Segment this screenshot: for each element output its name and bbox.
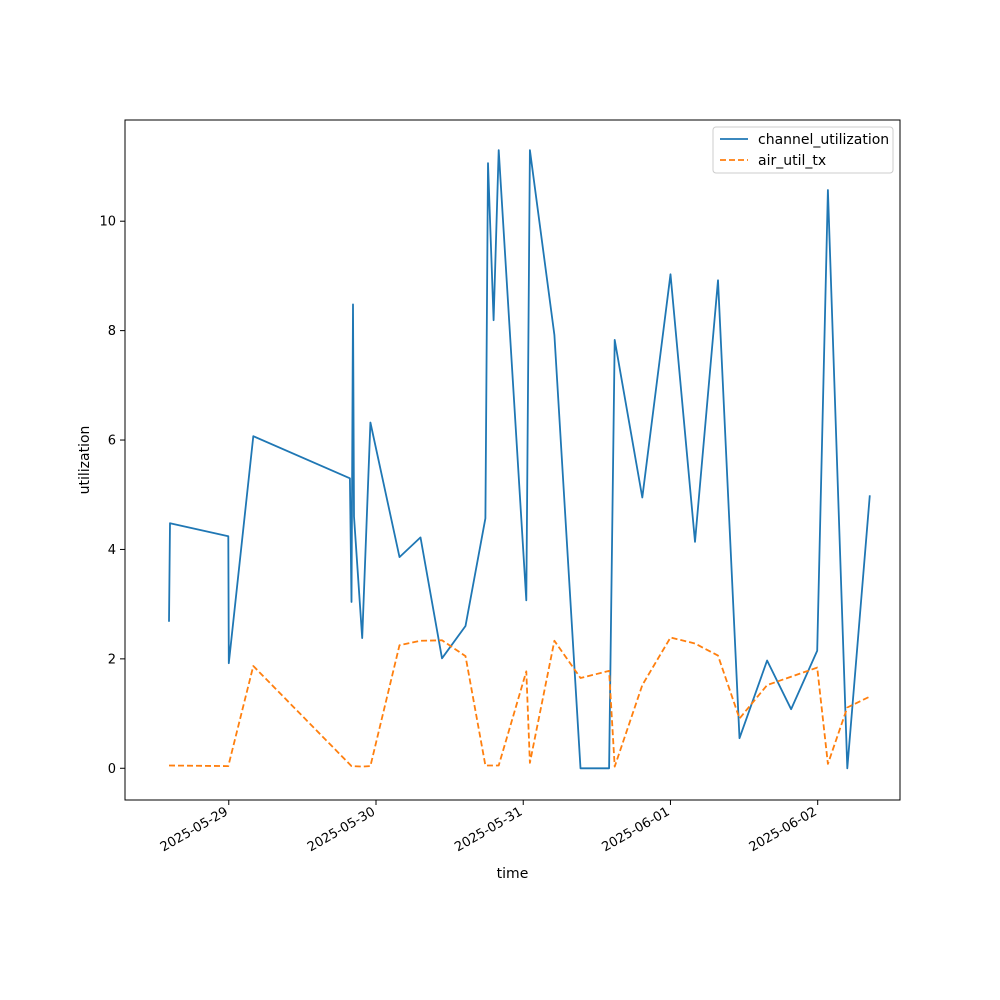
y-tick-label: 2: [108, 652, 116, 667]
y-tick-label: 10: [99, 215, 116, 230]
y-tick-label: 6: [108, 434, 116, 449]
legend-box: [712, 126, 894, 174]
legend-label-channel-utilization: channel_utilization: [758, 132, 889, 148]
y-axis: 0 2 4 6 8 10: [99, 215, 125, 777]
series-layer: [168, 149, 871, 770]
y-tick-label: 0: [108, 762, 116, 777]
y-tick-label: 4: [108, 543, 116, 558]
plot-area-frame: [124, 119, 901, 801]
legend: channel_utilization air_util_tx: [712, 126, 894, 174]
legend-label-air-util-tx: air_util_tx: [758, 153, 826, 169]
y-axis-label: utilization: [77, 426, 93, 495]
x-axis-label: time: [497, 866, 529, 882]
y-tick-label: 8: [108, 324, 116, 339]
series-line-channel-utilization: [168, 149, 871, 770]
series-line-air-util-tx: [168, 636, 871, 768]
